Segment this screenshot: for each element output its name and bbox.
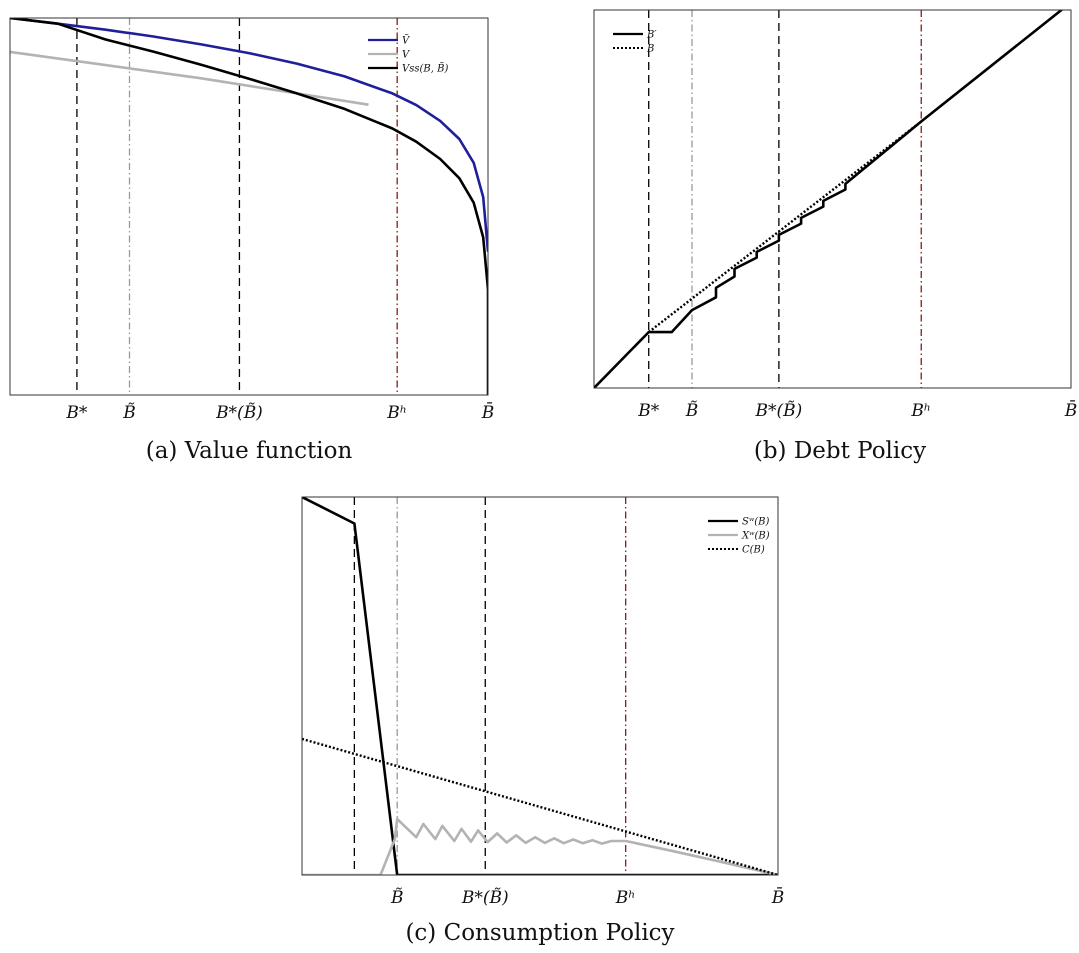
legend: Sʷ(B) Xʷ(B) C(B) — [708, 517, 770, 556]
series-line-xw-b — [302, 817, 778, 875]
series-line-v — [10, 50, 369, 106]
x-tick-label: Bʰ — [910, 401, 931, 421]
series-line-sw-b — [302, 497, 778, 875]
series-line-vss-b-b — [10, 18, 488, 395]
x-tick-label: B̄ — [771, 886, 785, 908]
legend-label: Ṽ — [402, 35, 411, 47]
x-tick-label: B*(B̃) — [461, 888, 509, 908]
plot-frame — [301, 496, 779, 876]
chart-caption: (b) Debt Policy — [754, 438, 926, 464]
chart-panel-debt-policy: B* B̃ B*(B̃) Bʰ B̄ B′ B (b) Debt Policy — [593, 9, 1078, 464]
x-tick-label: B* — [65, 403, 87, 423]
chart-caption: (c) Consumption Policy — [405, 920, 674, 946]
x-tick-label: Bʰ — [615, 888, 636, 908]
x-tick-label: B̄ — [481, 401, 495, 423]
x-tick-label: Bʰ — [386, 403, 407, 423]
plot-frame — [593, 9, 1072, 389]
legend-label: Sʷ(B) — [742, 517, 769, 528]
legend-label: B — [646, 44, 654, 55]
legend-label: C(B) — [742, 545, 765, 556]
series-line-v — [10, 18, 488, 252]
x-tick-label: B̃ — [685, 401, 699, 421]
x-tick-label: B̄ — [1064, 399, 1078, 421]
chart-panel-value-function: B* B̃ B*(B̃) Bʰ B̄ ṼV Vss(B, B̃) (a) Value fu… — [9, 17, 495, 464]
series-line-c-b — [302, 737, 778, 875]
legend: B′ B — [613, 30, 657, 55]
x-tick-label: B*(B̃) — [215, 403, 263, 423]
legend-label: Vss(B, B̃) — [402, 63, 448, 75]
x-tick-label: B̃ — [122, 403, 136, 423]
chart-caption: (a) Value function — [146, 438, 353, 464]
x-tick-label: B* — [637, 401, 659, 421]
x-tick-label: B*(B̃) — [755, 401, 803, 421]
series-line-b — [647, 120, 922, 334]
legend-label: B′ — [646, 30, 657, 41]
legend: ṼV Vss(B, B̃) — [368, 35, 448, 75]
plot-frame — [9, 17, 489, 396]
chart-panel-consumption-policy: B̃ B*(B̃) Bʰ B̄ Sʷ(B) Xʷ(B) C(B) (c) Consumpt… — [301, 496, 785, 946]
series-line-b — [594, 10, 1064, 388]
legend-label: Xʷ(B) — [741, 531, 770, 542]
legend-label: V — [402, 50, 411, 61]
x-tick-label: B̃ — [390, 888, 404, 908]
